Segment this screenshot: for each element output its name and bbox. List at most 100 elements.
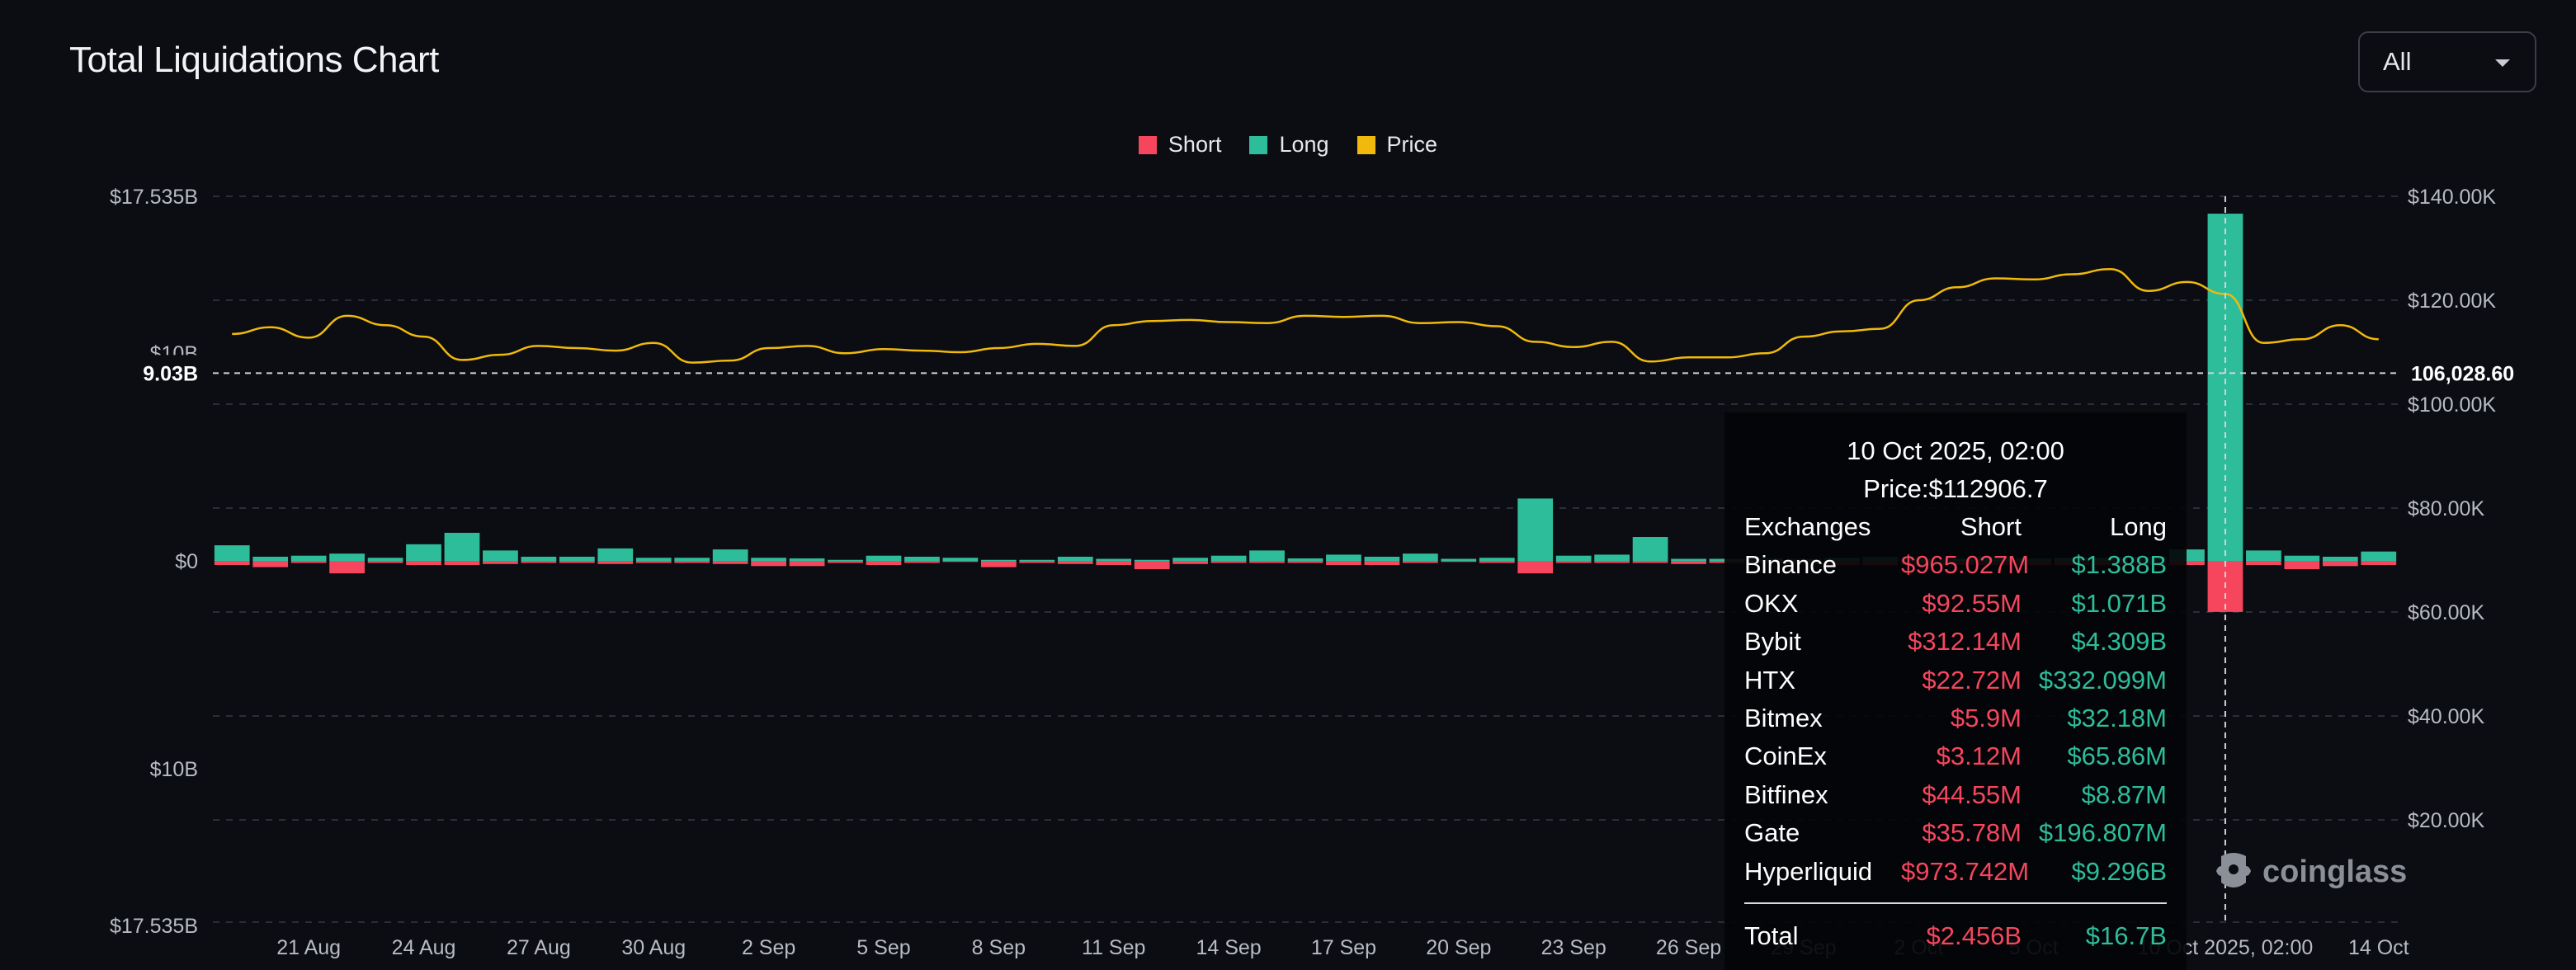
short-bar[interactable] xyxy=(1287,561,1323,563)
short-bar[interactable] xyxy=(444,561,480,566)
long-bar[interactable] xyxy=(290,555,327,561)
short-bar[interactable] xyxy=(597,561,634,564)
short-bar[interactable] xyxy=(2246,561,2281,566)
short-bar[interactable] xyxy=(1057,561,1093,564)
long-bar[interactable] xyxy=(1096,558,1132,561)
long-bar[interactable] xyxy=(904,556,940,561)
long-bar[interactable] xyxy=(2284,555,2320,561)
short-bar[interactable] xyxy=(866,561,902,566)
long-bar[interactable] xyxy=(367,558,403,561)
short-bar[interactable] xyxy=(1441,561,1477,563)
short-bar[interactable] xyxy=(2169,561,2205,566)
short-bar[interactable] xyxy=(483,561,518,564)
short-bar[interactable] xyxy=(1402,561,1438,563)
long-bar[interactable] xyxy=(483,550,518,561)
long-bar[interactable] xyxy=(1402,553,1438,561)
long-bar[interactable] xyxy=(674,558,710,561)
tooltip-row: Bitmex $5.9M $32.18M xyxy=(1744,699,2167,737)
long-bar[interactable] xyxy=(942,558,979,561)
short-bar[interactable] xyxy=(674,561,710,563)
short-bar[interactable] xyxy=(1364,561,1400,566)
short-bar[interactable] xyxy=(904,561,940,563)
short-bar[interactable] xyxy=(828,561,863,563)
long-bar[interactable] xyxy=(712,549,748,561)
short-bar[interactable] xyxy=(712,561,748,564)
long-bar[interactable] xyxy=(1210,555,1247,561)
long-bar[interactable] xyxy=(866,555,902,561)
long-bar[interactable] xyxy=(751,558,786,561)
short-bar[interactable] xyxy=(2284,561,2320,570)
long-bar[interactable] xyxy=(1441,558,1477,561)
short-bar[interactable] xyxy=(2361,561,2397,566)
short-bar[interactable] xyxy=(635,561,672,563)
right-axis-tick-label: $100.00K xyxy=(2408,393,2496,417)
long-bar[interactable] xyxy=(597,548,634,561)
long-bar[interactable] xyxy=(1594,554,1630,561)
legend-item-price[interactable]: Price xyxy=(1356,132,1437,158)
tooltip-exchange-name: Bitfinex xyxy=(1744,779,1828,809)
short-bar[interactable] xyxy=(1172,561,1209,564)
tooltip-price: Price:$112906.7 xyxy=(1863,474,2048,503)
legend-item-long[interactable]: Long xyxy=(1249,132,1329,158)
short-bar[interactable] xyxy=(1671,561,1706,564)
long-bar[interactable] xyxy=(1326,554,1361,561)
short-bar[interactable] xyxy=(329,561,365,574)
long-bar[interactable] xyxy=(444,532,480,561)
short-bar[interactable] xyxy=(1632,561,1668,563)
short-bar[interactable] xyxy=(751,561,786,567)
long-bar[interactable] xyxy=(2246,550,2281,561)
long-bar[interactable] xyxy=(559,556,595,561)
short-bar[interactable] xyxy=(1517,561,1554,574)
long-bar[interactable] xyxy=(789,558,825,561)
short-bar[interactable] xyxy=(1210,561,1247,563)
short-bar[interactable] xyxy=(521,561,557,563)
short-bar[interactable] xyxy=(789,561,825,567)
crosshair-right-label: 106,028.60 xyxy=(2411,362,2514,385)
long-bar[interactable] xyxy=(252,556,289,561)
long-bar[interactable] xyxy=(1019,559,1055,561)
long-bar[interactable] xyxy=(214,545,250,561)
short-bar[interactable] xyxy=(1326,561,1361,566)
long-bar[interactable] xyxy=(1632,537,1668,561)
short-bar[interactable] xyxy=(1594,561,1630,563)
short-bar[interactable] xyxy=(559,561,595,563)
long-bar[interactable] xyxy=(1671,558,1706,561)
long-bar[interactable] xyxy=(1287,558,1323,561)
long-bar[interactable] xyxy=(406,544,441,561)
long-bar[interactable] xyxy=(1555,555,1592,561)
short-bar[interactable] xyxy=(1134,561,1170,570)
short-bar[interactable] xyxy=(2322,561,2358,567)
short-bar[interactable] xyxy=(290,561,327,563)
long-bar[interactable] xyxy=(980,559,1017,561)
long-bar[interactable] xyxy=(329,553,365,561)
long-bar[interactable] xyxy=(1172,558,1209,561)
short-bar[interactable] xyxy=(1096,561,1132,566)
tooltip-long-value: $8.87M xyxy=(2081,779,2167,809)
long-bar[interactable] xyxy=(2322,556,2358,561)
short-bar[interactable] xyxy=(214,561,250,566)
long-bar[interactable] xyxy=(1479,558,1515,561)
long-bar[interactable] xyxy=(2361,551,2397,561)
short-bar[interactable] xyxy=(980,561,1017,567)
short-bar[interactable] xyxy=(1249,561,1285,563)
long-bar[interactable] xyxy=(1249,550,1285,561)
short-bar[interactable] xyxy=(367,561,403,563)
short-bar[interactable] xyxy=(406,561,441,566)
long-bar[interactable] xyxy=(1057,556,1093,561)
long-bar[interactable] xyxy=(1134,559,1170,561)
short-bar[interactable] xyxy=(1555,561,1592,563)
long-bar[interactable] xyxy=(1364,556,1400,561)
long-bar[interactable] xyxy=(828,559,863,561)
chart-bars xyxy=(214,214,2397,612)
short-bar[interactable] xyxy=(252,561,289,567)
long-bar[interactable] xyxy=(635,558,672,561)
long-bar[interactable] xyxy=(521,556,557,561)
short-bar[interactable] xyxy=(1479,561,1515,563)
time-range-dropdown[interactable]: All xyxy=(2358,31,2536,92)
long-bar[interactable] xyxy=(1517,498,1554,561)
short-bar[interactable] xyxy=(1019,561,1055,563)
right-axis-tick-label: $120.00K xyxy=(2408,290,2496,313)
legend-item-short[interactable]: Short xyxy=(1138,132,1221,158)
short-bar[interactable] xyxy=(942,561,979,563)
